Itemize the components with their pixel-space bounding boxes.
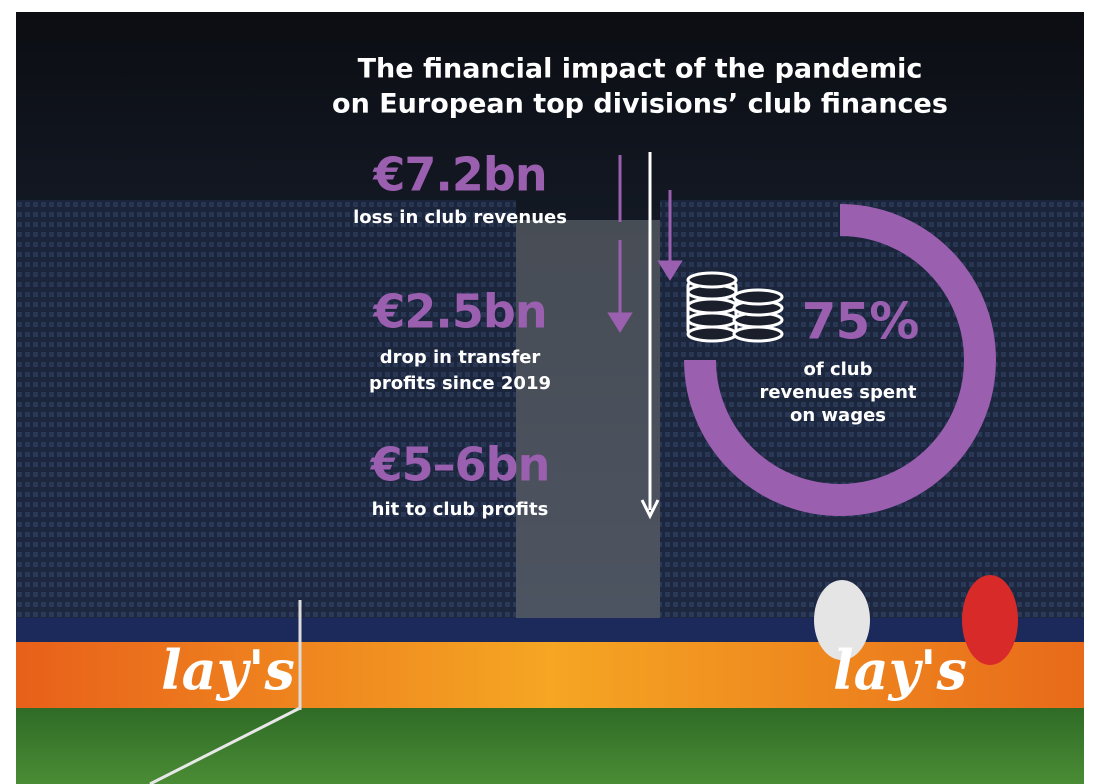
stat-caption: profits since 2019 — [369, 373, 551, 394]
stat-figure: €7.2bn — [372, 148, 546, 202]
stat-caption: loss in club revenues — [353, 207, 567, 228]
ad-text: lay's — [161, 638, 295, 702]
wages-caption: revenues spent — [759, 382, 916, 403]
ad-text: lay's — [833, 638, 967, 702]
wages-caption: of club — [803, 359, 872, 380]
infographic: lay's lay's The financial impact of the … — [0, 0, 1100, 784]
stat-caption: hit to club profits — [372, 499, 549, 520]
title: The financial impact of the pandemic — [358, 54, 923, 85]
wages-figure: 75% — [802, 293, 919, 351]
stat-figure: €5–6bn — [370, 438, 550, 492]
stat-figure: €2.5bn — [372, 285, 546, 339]
wages-caption: on wages — [790, 405, 886, 426]
title: on European top divisions’ club finances — [332, 89, 948, 120]
stat-caption: drop in transfer — [380, 347, 541, 368]
